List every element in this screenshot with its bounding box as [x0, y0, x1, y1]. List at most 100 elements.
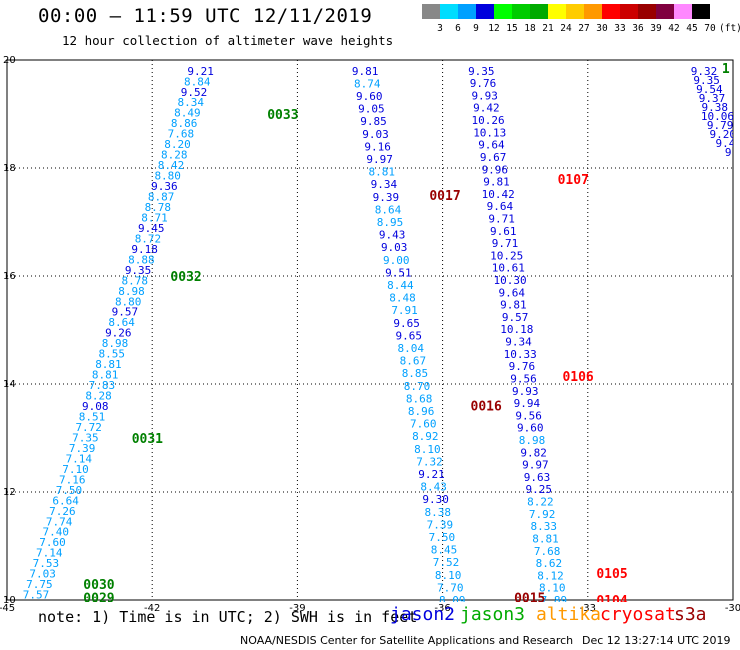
wave-height-value: 9.03	[381, 241, 408, 254]
wave-height-value: 7.50	[429, 531, 456, 544]
pass-label: 0106	[562, 370, 593, 385]
scale-label: 36	[632, 23, 644, 34]
wave-height-value: 8.34	[177, 96, 204, 109]
wave-height-value: 9.65	[393, 317, 420, 330]
wave-height-value: 8.28	[161, 149, 188, 162]
wave-height-value: 9.64	[498, 286, 525, 299]
wave-height-value: 8.96	[408, 405, 435, 418]
wave-height-value: 8.74	[354, 77, 381, 90]
wave-height-value: 8.42	[158, 159, 185, 172]
scale-swatch	[458, 4, 476, 19]
wave-height-value: 9.67	[480, 151, 507, 164]
wave-height-value: 8.80	[115, 295, 142, 308]
wave-height-value: 9.81	[352, 65, 379, 78]
wave-height-value: 9.61	[490, 225, 517, 238]
wave-height-value: 8.78	[122, 274, 149, 287]
wave-height-value: 7.03	[29, 568, 56, 581]
scale-label: 15	[506, 23, 518, 34]
wave-height-value: 9.32	[691, 65, 718, 78]
wave-height-value: 9.97	[366, 153, 393, 166]
wave-height-value: 9.42	[473, 102, 500, 115]
wave-height-value: 7.70	[437, 581, 464, 594]
wave-height-value: 9.57	[502, 311, 529, 324]
wave-height-value: 9.37	[699, 92, 726, 105]
scale-label: 6	[455, 23, 461, 34]
wave-height-value: 8.44	[387, 279, 414, 292]
satellite-name: altika	[536, 604, 602, 625]
wave-height-value: 9.26	[105, 327, 132, 340]
wave-height-value: 9.97	[522, 459, 549, 472]
wave-height-value: 9.16	[364, 140, 391, 153]
wave-height-value: 9.76	[470, 77, 497, 90]
wave-height-value: 8.10	[414, 443, 441, 456]
scale-swatch	[494, 4, 512, 19]
wave-height-value: 8.87	[148, 191, 175, 204]
wave-height-value: 7.14	[66, 452, 93, 465]
wave-height-value: 7.52	[433, 556, 460, 569]
wave-height-value: 9.00	[383, 254, 410, 267]
wave-height-value: 8.49	[174, 107, 201, 120]
scale-swatch	[548, 4, 566, 19]
wave-height-value: 9.43	[379, 229, 406, 242]
scale-swatch	[584, 4, 602, 19]
wave-height-value: 8.55	[98, 348, 125, 361]
pass-label: 0017	[429, 189, 460, 204]
wave-height-value: 9.21	[187, 65, 214, 78]
wave-height-value: 9.85	[360, 115, 387, 128]
scale-label: 33	[614, 23, 626, 34]
wave-height-value: 10.33	[504, 348, 537, 361]
color-scale-legend: 3 6 9 12 15 18 21 24 27 30 33 36 39 42 45 70 (ft)	[420, 4, 740, 36]
pass-label: 0031	[132, 432, 163, 447]
satellite-name: jason3	[460, 604, 526, 625]
track-layer: 9.218.849.528.348.498.867.688.208.288.42…	[23, 62, 736, 602]
lat-tick-label: 18	[3, 163, 16, 174]
wave-height-value: 6.64	[52, 494, 79, 507]
wave-height-value: 7.16	[59, 473, 86, 486]
wave-height-value: 8.62	[536, 557, 563, 570]
wave-height-value: 8.80	[154, 170, 181, 183]
wave-height-value: 9.4	[716, 137, 736, 150]
wave-height-value: 9	[725, 146, 732, 159]
wave-height-value: 9.93	[471, 89, 498, 102]
pass-label: 0033	[267, 108, 298, 123]
wave-height-value: 7.91	[391, 304, 418, 317]
scale-label: 70	[704, 23, 716, 34]
wave-height-value: 9.35	[693, 74, 720, 87]
wave-height-value: 8.81	[369, 166, 396, 179]
wave-height-value: 9.82	[520, 446, 547, 459]
wave-height-value: 9.03	[362, 128, 389, 141]
scale-swatch	[656, 4, 674, 19]
wave-height-value: 7.68	[168, 128, 195, 141]
lon-tick-label: -45	[0, 603, 15, 614]
wave-height-value: 9.52	[181, 86, 208, 99]
wave-height-value: 9.65	[395, 329, 422, 342]
wave-height-value: 8.22	[527, 496, 554, 509]
wave-height-value: 8.64	[108, 316, 135, 329]
satellite-altika-label: altika	[536, 604, 601, 625]
wave-height-value: 8.10	[539, 582, 566, 595]
wave-height-value: 9.18	[131, 243, 158, 256]
scale-label: 24	[560, 23, 572, 34]
wave-height-value: 7.57	[23, 589, 50, 602]
wave-height-value: 8.28	[85, 390, 112, 403]
wave-height-value: 9.93	[512, 385, 539, 398]
wave-height-value: 10.06	[701, 110, 734, 123]
wave-height-value: 9.34	[371, 178, 398, 191]
wave-height-value: 8.70	[404, 380, 431, 393]
wave-height-value: 8.92	[412, 430, 439, 443]
wave-height-value: 7.32	[416, 455, 443, 468]
wave-height-value: 9.94	[514, 397, 541, 410]
wave-height-value: 7.92	[529, 508, 556, 521]
wave-height-value: 7.83	[89, 379, 116, 392]
wave-height-value: 8.78	[145, 201, 172, 214]
wave-height-value: 9.54	[696, 83, 723, 96]
wave-height-value: 7.10	[62, 463, 89, 476]
wave-height-value: 8.81	[532, 532, 559, 545]
wave-height-value: 7.14	[36, 547, 63, 560]
wave-height-value: 7.39	[427, 518, 454, 531]
pass-label: 0016	[471, 400, 502, 415]
scale-swatch	[476, 4, 494, 19]
page-title: 00:00 – 11:59 UTC 12/11/2019	[38, 5, 373, 27]
wave-height-value: 7.60	[410, 418, 437, 431]
wave-height-value: 9.36	[151, 180, 178, 193]
